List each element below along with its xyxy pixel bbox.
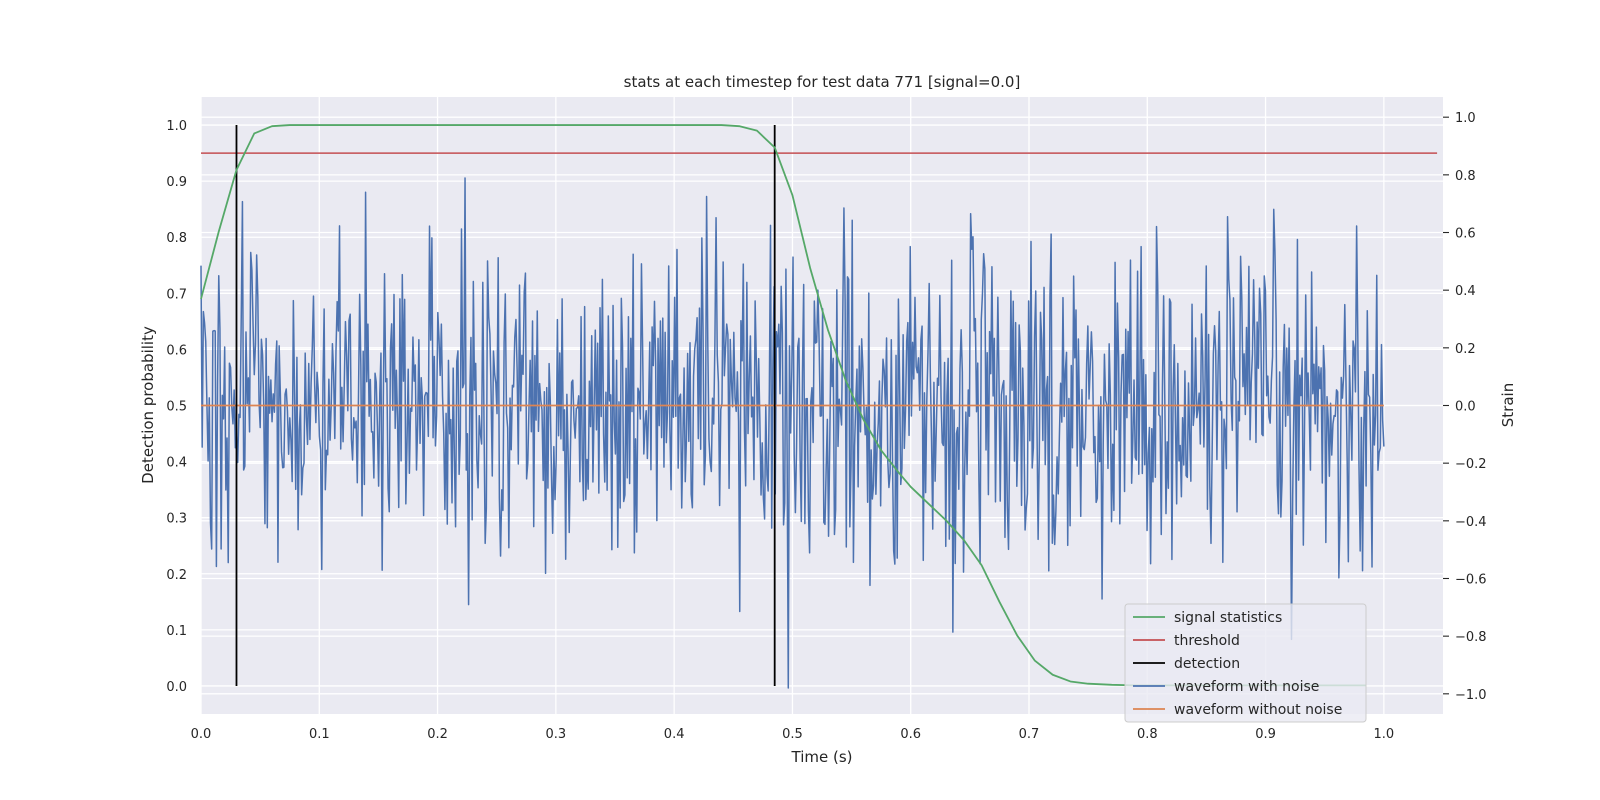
plot-lines [200,124,1438,689]
y-left-tick-label: 0.6 [166,343,187,358]
y-right-tick-label: −0.4 [1455,515,1487,530]
y-right-tick-label: 0.2 [1455,342,1476,357]
y-left-tick-label: 0.9 [166,175,187,190]
x-tick-label: 0.1 [309,727,330,742]
y-left-axis-ticks: 0.0 0.1 0.2 0.3 0.4 0.5 0.6 0.7 0.8 0.9 1.0 [166,119,187,695]
x-tick-label: 0.7 [1019,727,1040,742]
y-left-tick-label: 0.4 [166,456,187,471]
x-axis-ticks: 0.0 0.1 0.2 0.3 0.4 0.5 0.6 0.7 0.8 0.9 1.0 [191,727,1395,742]
chart-title: stats at each timestep for test data 771… [624,73,1021,91]
signal-statistics-line [200,124,1367,687]
x-tick-label: 0.0 [191,727,212,742]
x-axis-label: Time (s) [791,748,853,766]
y-right-tick-label: −0.6 [1455,572,1487,587]
legend-label: signal statistics [1174,610,1282,626]
y-left-tick-label: 1.0 [166,119,187,134]
y-left-tick-label: 0.3 [166,512,187,527]
legend-box [1124,603,1367,723]
waveform-with-noise-line [200,177,1385,689]
x-tick-label: 0.4 [664,727,685,742]
y-left-tick-label: 0.0 [166,680,187,695]
x-tick-label: 0.6 [900,727,921,742]
y-right-tick-label: 1.0 [1455,111,1476,126]
y-left-tick-label: 0.2 [166,568,187,583]
x-tick-label: 0.5 [782,727,803,742]
x-tick-label: 0.9 [1255,727,1276,742]
legend-label: detection [1174,656,1240,672]
x-tick-label: 0.2 [427,727,448,742]
y-left-axis-label: Detection probability [139,326,157,484]
y-right-axis-label: Strain [1499,383,1517,427]
y-left-tick-label: 0.7 [166,287,187,302]
x-tick-label: 0.8 [1137,727,1158,742]
y-right-tick-label: 0.6 [1455,227,1476,242]
y-left-tick-label: 0.8 [166,231,187,246]
y-right-axis-ticks: −1.0 −0.8 −0.6 −0.4 −0.2 0.0 0.2 0.4 0.6 0.8 1.0 [1443,111,1487,703]
legend-label: waveform without noise [1174,702,1342,718]
legend-label: threshold [1174,633,1240,649]
y-left-tick-label: 0.5 [166,400,187,415]
y-right-tick-label: 0.0 [1455,400,1476,415]
y-right-tick-label: −1.0 [1455,688,1487,703]
x-tick-label: 0.3 [546,727,567,742]
legend: signal statistics threshold detection wavef… [1124,603,1367,723]
x-tick-label: 1.0 [1374,727,1395,742]
y-right-tick-label: −0.8 [1455,630,1487,645]
legend-label: waveform with noise [1174,679,1319,695]
y-right-tick-label: −0.2 [1455,457,1487,472]
y-left-tick-label: 0.1 [166,624,187,639]
y-right-tick-label: 0.4 [1455,284,1476,299]
y-right-tick-label: 0.8 [1455,169,1476,184]
